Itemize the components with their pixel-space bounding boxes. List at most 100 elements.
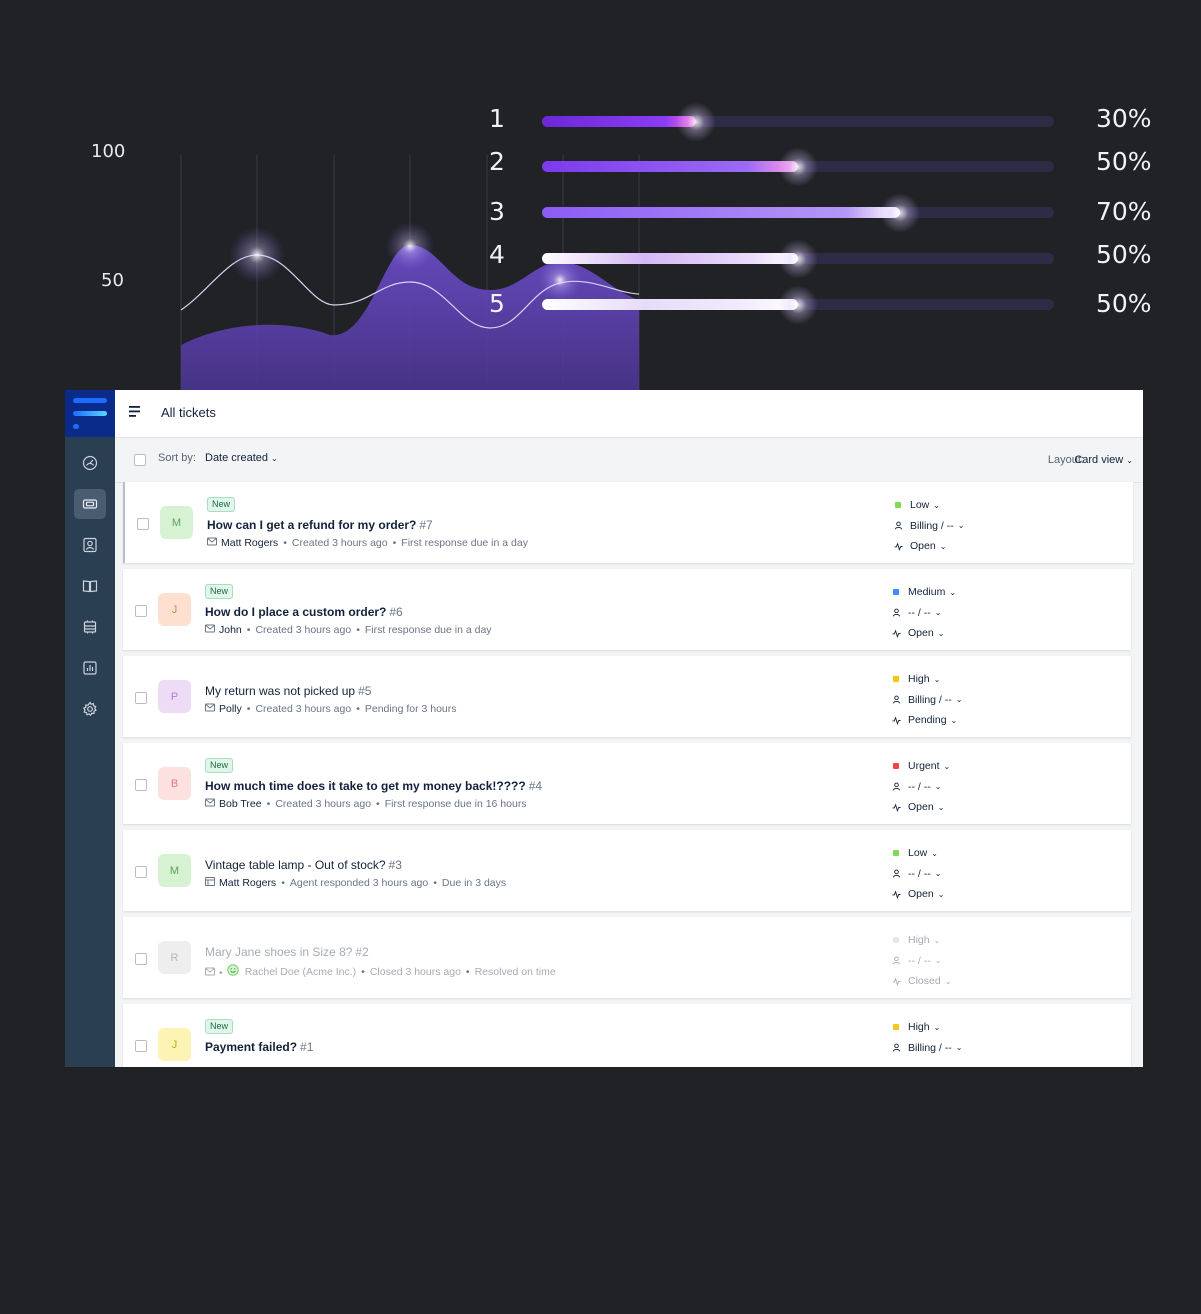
priority-dropdown[interactable]: High ⌄	[892, 930, 1012, 951]
ticket-checkbox[interactable]	[135, 1040, 147, 1052]
ticket-subject[interactable]: How much time does it take to get my mon…	[205, 779, 542, 793]
status-value: Open	[908, 888, 934, 901]
chevron-down-icon: ⌄	[271, 454, 278, 463]
priority-dropdown[interactable]: Low ⌄	[894, 495, 1014, 516]
new-badge: New	[205, 758, 234, 773]
ticket-checkbox[interactable]	[135, 779, 147, 791]
ticket-subject[interactable]: My return was not picked up #5	[205, 684, 371, 698]
channel-icon	[205, 703, 215, 715]
ticket-checkbox[interactable]	[135, 692, 147, 704]
chevron-down-icon: ⌄	[934, 869, 942, 879]
priority-dropdown[interactable]: High ⌄	[892, 669, 1012, 690]
group-agent-dropdown[interactable]: Billing / -- ⌄	[892, 1038, 1012, 1059]
ticket-checkbox[interactable]	[135, 866, 147, 878]
status-dropdown[interactable]: Open ⌄	[892, 884, 1012, 905]
group-agent-value: Billing / --	[908, 1041, 952, 1054]
ticket-checkbox[interactable]	[135, 605, 147, 617]
separator-dot: •	[246, 624, 251, 636]
ticket-meta-2: First response due in a day	[401, 537, 528, 549]
sidebar-item-inventory[interactable]	[74, 612, 106, 642]
group-agent-dropdown[interactable]: -- / -- ⌄	[892, 603, 1012, 624]
ticket-subject[interactable]: Mary Jane shoes in Size 8? #2	[205, 945, 369, 959]
layout-value: Card view	[1074, 454, 1124, 466]
sidebar-item-knowledge-base[interactable]	[74, 571, 106, 601]
ticket-card[interactable]: P My return was not picked up #5 Polly • …	[123, 656, 1131, 737]
group-agent-dropdown[interactable]: -- / -- ⌄	[892, 777, 1012, 798]
requester-name[interactable]: Matt Rogers	[219, 877, 277, 889]
priority-dropdown[interactable]: Medium ⌄	[892, 582, 1012, 603]
chevron-down-icon: ⌄	[937, 802, 945, 812]
status-dropdown[interactable]: Pending ⌄	[892, 710, 1012, 731]
ticket-subject[interactable]: How do I place a custom order? #6	[205, 605, 403, 619]
ticket-subject-text: How can I get a refund for my order?	[207, 518, 417, 532]
ticket-properties: Low ⌄ Billing / -- ⌄ Open ⌄	[894, 495, 1014, 557]
ticket-subject[interactable]: How can I get a refund for my order? #7	[207, 518, 433, 532]
select-all-checkbox[interactable]	[134, 454, 146, 466]
bar-index-2: 2	[489, 147, 505, 176]
agent-icon	[892, 956, 901, 965]
avatar: P	[158, 680, 191, 713]
priority-dropdown[interactable]: Urgent ⌄	[892, 756, 1012, 777]
group-agent-dropdown[interactable]: Billing / -- ⌄	[894, 516, 1014, 537]
sort-dropdown[interactable]: Date created ⌄	[205, 452, 278, 464]
ticket-card[interactable]: M Vintage table lamp - Out of stock? #3 M…	[123, 830, 1131, 911]
sidebar-item-tickets[interactable]	[74, 489, 106, 519]
requester-name[interactable]: Rachel Doe (Acme Inc.)	[244, 965, 357, 978]
agent-icon	[892, 695, 901, 704]
requester-name[interactable]: Bob Tree	[219, 798, 262, 810]
ticket-number: #2	[355, 945, 369, 959]
group-agent-dropdown[interactable]: -- / -- ⌄	[892, 951, 1012, 972]
hamburger-menu-icon[interactable]	[129, 406, 143, 418]
ticket-subject[interactable]: Payment failed? #1	[205, 1040, 313, 1054]
status-value: Open	[908, 801, 934, 814]
sidebar-item-contacts[interactable]	[74, 530, 106, 560]
chevron-down-icon: ⌄	[933, 674, 941, 684]
ticket-checkbox[interactable]	[137, 518, 149, 530]
ticket-card[interactable]: J New How do I place a custom order? #6 J…	[123, 569, 1131, 650]
ticket-card[interactable]: R Mary Jane shoes in Size 8? #2 • Rachel …	[123, 917, 1131, 998]
ticket-checkbox[interactable]	[135, 953, 147, 965]
chevron-down-icon: ⌄	[939, 541, 947, 551]
requester-name[interactable]: Polly	[219, 703, 242, 715]
bar-fill-1	[542, 116, 696, 127]
group-agent-value: Billing / --	[908, 693, 952, 706]
group-agent-dropdown[interactable]: -- / -- ⌄	[892, 864, 1012, 885]
page-title: All tickets	[161, 405, 216, 420]
bar-fill-5	[542, 299, 798, 310]
bar-glow-5	[778, 285, 818, 325]
priority-value: High	[908, 934, 930, 947]
status-dropdown[interactable]: Open ⌄	[894, 536, 1014, 557]
status-dropdown[interactable]: Closed ⌄	[892, 971, 1012, 992]
ticket-subject[interactable]: Vintage table lamp - Out of stock? #3	[205, 858, 402, 872]
status-dropdown[interactable]: Open ⌄	[892, 623, 1012, 644]
priority-value: Low	[908, 847, 928, 860]
priority-dropdown[interactable]: High ⌄	[892, 1017, 1012, 1038]
priority-dropdown[interactable]: Low ⌄	[892, 843, 1012, 864]
ticket-meta-1: Created 3 hours ago	[255, 624, 352, 636]
chevron-down-icon: ⌄	[955, 1043, 963, 1053]
agent-icon	[892, 608, 901, 617]
ticket-meta: Matt Rogers • Agent responded 3 hours ag…	[205, 877, 506, 889]
bar-percent-4: 50%	[1096, 240, 1152, 269]
priority-indicator	[893, 937, 899, 944]
group-agent-dropdown[interactable]: Billing / -- ⌄	[892, 690, 1012, 711]
separator-dot: •	[433, 877, 437, 889]
status-activity-icon	[892, 977, 901, 986]
sidebar-item-settings[interactable]	[74, 694, 106, 724]
separator-dot: •	[283, 537, 287, 549]
sidebar-item-dashboard[interactable]	[74, 448, 106, 478]
status-value: Pending	[908, 714, 947, 727]
satisfied-smiley-icon	[226, 964, 239, 976]
ticket-card[interactable]: B New How much time does it take to get …	[123, 743, 1131, 824]
status-dropdown[interactable]: Open ⌄	[892, 797, 1012, 818]
ticket-card[interactable]: J New Payment failed?#1 • • High ⌄ Billi…	[123, 1004, 1131, 1067]
requester-name[interactable]: Matt Rogers	[221, 537, 279, 549]
sidebar-item-reports[interactable]	[74, 653, 106, 683]
status-value: Closed	[908, 975, 941, 988]
ticket-card[interactable]: M New How can I get a refund for my orde…	[123, 482, 1133, 563]
ticket-meta-1: Agent responded 3 hours ago	[289, 877, 429, 889]
requester-name[interactable]: John	[219, 624, 242, 636]
priority-indicator	[893, 850, 899, 857]
layout-dropdown[interactable]: Card view ⌄	[1074, 454, 1133, 466]
ticket-meta: Bob Tree • Created 3 hours ago • First r…	[205, 798, 527, 810]
